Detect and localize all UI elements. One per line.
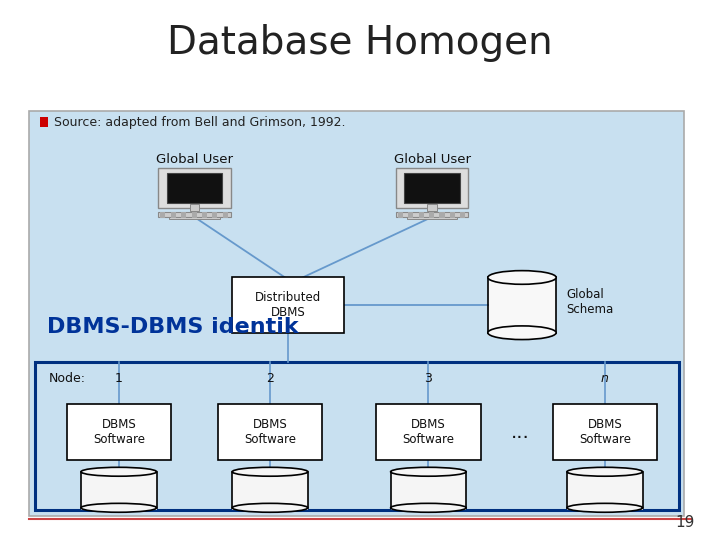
Bar: [419, 212, 424, 215]
Ellipse shape: [232, 467, 308, 476]
Bar: [161, 212, 166, 215]
Bar: [408, 212, 413, 215]
Bar: [429, 214, 434, 217]
Bar: [171, 212, 176, 215]
Bar: [396, 212, 468, 217]
Bar: [171, 215, 176, 218]
FancyBboxPatch shape: [232, 276, 344, 333]
FancyBboxPatch shape: [167, 173, 222, 204]
Bar: [419, 214, 424, 217]
Bar: [81, 474, 157, 510]
Bar: [222, 215, 228, 218]
Bar: [450, 215, 455, 218]
Bar: [192, 212, 197, 215]
Text: ...: ...: [510, 422, 530, 442]
Text: Global
Schema: Global Schema: [567, 288, 613, 316]
Text: 2: 2: [266, 372, 274, 384]
FancyBboxPatch shape: [217, 404, 323, 460]
Ellipse shape: [81, 503, 157, 512]
Text: DBMS
Software: DBMS Software: [93, 418, 145, 446]
Bar: [202, 212, 207, 215]
FancyBboxPatch shape: [405, 173, 459, 204]
Ellipse shape: [567, 467, 642, 476]
Bar: [428, 204, 436, 211]
Bar: [161, 215, 166, 218]
Ellipse shape: [390, 503, 467, 512]
Bar: [439, 215, 444, 218]
Bar: [439, 212, 444, 215]
Bar: [169, 218, 220, 219]
Bar: [212, 212, 217, 215]
Bar: [390, 474, 467, 510]
Ellipse shape: [390, 467, 467, 476]
Text: Source: adapted from Bell and Grimson, 1992.: Source: adapted from Bell and Grimson, 1…: [54, 116, 346, 129]
FancyBboxPatch shape: [29, 111, 684, 516]
Bar: [202, 215, 207, 218]
Bar: [212, 214, 217, 217]
Bar: [192, 215, 197, 218]
Bar: [460, 215, 465, 218]
Bar: [408, 215, 413, 218]
Bar: [232, 474, 308, 510]
Bar: [171, 214, 176, 217]
Ellipse shape: [81, 467, 157, 476]
Bar: [398, 212, 403, 215]
FancyBboxPatch shape: [158, 168, 231, 208]
Bar: [158, 212, 230, 217]
Bar: [419, 215, 424, 218]
Text: 3: 3: [425, 372, 432, 384]
Bar: [488, 281, 557, 336]
FancyBboxPatch shape: [376, 404, 481, 460]
Text: 19: 19: [675, 515, 695, 530]
FancyBboxPatch shape: [35, 362, 679, 510]
Text: DBMS
Software: DBMS Software: [244, 418, 296, 446]
Bar: [460, 214, 465, 217]
Bar: [567, 474, 643, 510]
FancyBboxPatch shape: [553, 404, 657, 460]
Text: Global User: Global User: [156, 153, 233, 166]
Bar: [222, 214, 228, 217]
Bar: [450, 212, 455, 215]
Bar: [450, 214, 455, 217]
Bar: [439, 214, 444, 217]
Bar: [181, 215, 186, 218]
Bar: [190, 204, 199, 211]
Bar: [460, 212, 465, 215]
Ellipse shape: [488, 271, 557, 284]
Text: 1: 1: [115, 372, 122, 384]
Text: n: n: [601, 372, 608, 384]
Bar: [40, 117, 48, 127]
Bar: [181, 214, 186, 217]
Ellipse shape: [567, 503, 642, 512]
Bar: [429, 212, 434, 215]
FancyBboxPatch shape: [395, 168, 469, 208]
Bar: [398, 214, 403, 217]
Bar: [161, 214, 166, 217]
Ellipse shape: [488, 326, 557, 340]
Bar: [398, 215, 403, 218]
Text: Distributed
DBMS: Distributed DBMS: [255, 291, 321, 319]
Text: Database Homogen: Database Homogen: [167, 24, 553, 62]
Bar: [181, 212, 186, 215]
Ellipse shape: [232, 503, 308, 512]
Bar: [202, 214, 207, 217]
Text: Node:: Node:: [49, 372, 86, 384]
Bar: [407, 218, 457, 219]
Bar: [192, 214, 197, 217]
Text: DBMS
Software: DBMS Software: [402, 418, 454, 446]
Bar: [212, 215, 217, 218]
Text: DBMS-DBMS identik: DBMS-DBMS identik: [47, 316, 298, 337]
Bar: [222, 212, 228, 215]
Bar: [408, 214, 413, 217]
Text: DBMS
Software: DBMS Software: [579, 418, 631, 446]
Text: Global User: Global User: [394, 153, 470, 166]
Bar: [429, 215, 434, 218]
FancyBboxPatch shape: [66, 404, 171, 460]
